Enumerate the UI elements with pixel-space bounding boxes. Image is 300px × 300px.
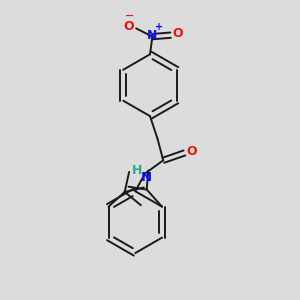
Text: −: − xyxy=(125,11,134,21)
Text: +: + xyxy=(155,22,163,32)
Text: H: H xyxy=(132,164,142,177)
Text: O: O xyxy=(187,145,197,158)
Text: N: N xyxy=(141,171,152,184)
Text: O: O xyxy=(124,20,134,32)
Text: N: N xyxy=(147,29,158,42)
Text: O: O xyxy=(173,28,183,40)
